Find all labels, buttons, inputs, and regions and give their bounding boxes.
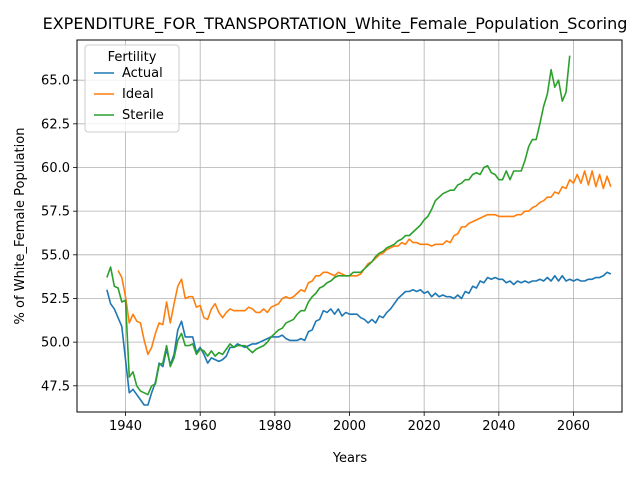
legend-label-ideal: Ideal xyxy=(122,87,154,102)
legend: Fertility Actual Ideal Sterile xyxy=(84,44,180,133)
x-tick-label: 1940 xyxy=(109,419,142,434)
legend-box xyxy=(84,44,180,133)
x-tick-label: 1980 xyxy=(258,419,291,434)
legend-label-actual: Actual xyxy=(122,66,163,81)
legend-title: Fertility xyxy=(108,50,157,65)
y-axis-label: % of White_Female Population xyxy=(13,128,28,325)
legend-entries: Actual Ideal Sterile xyxy=(94,66,164,123)
chart-title: EXPENDITURE_FOR_TRANSPORTATION_White_Fem… xyxy=(43,14,628,34)
x-axis-ticks: 1940 1960 1980 2000 2020 2040 2060 xyxy=(109,412,590,434)
legend-label-sterile: Sterile xyxy=(122,108,164,123)
y-tick-label: 65.0 xyxy=(41,74,70,89)
x-tick-label: 2020 xyxy=(408,419,441,434)
y-tick-label: 47.5 xyxy=(41,379,70,394)
x-tick-label: 2060 xyxy=(557,419,590,434)
series-lines xyxy=(106,55,612,406)
series-line-sterile xyxy=(106,55,571,396)
x-axis-label: Years xyxy=(332,451,368,466)
y-tick-label: 57.5 xyxy=(41,205,70,220)
y-axis-ticks: 47.5 50.0 52.5 55.0 57.5 60.0 62.5 65.0 xyxy=(41,74,77,394)
y-tick-label: 52.5 xyxy=(41,292,70,307)
x-tick-label: 2040 xyxy=(482,419,515,434)
y-tick-label: 55.0 xyxy=(41,248,70,263)
y-tick-label: 62.5 xyxy=(41,117,70,132)
x-tick-label: 1960 xyxy=(184,419,217,434)
x-tick-label: 2000 xyxy=(333,419,366,434)
grid-lines xyxy=(77,40,622,412)
y-tick-label: 60.0 xyxy=(41,161,70,176)
y-tick-label: 50.0 xyxy=(41,336,70,351)
series-line-actual xyxy=(106,271,612,406)
